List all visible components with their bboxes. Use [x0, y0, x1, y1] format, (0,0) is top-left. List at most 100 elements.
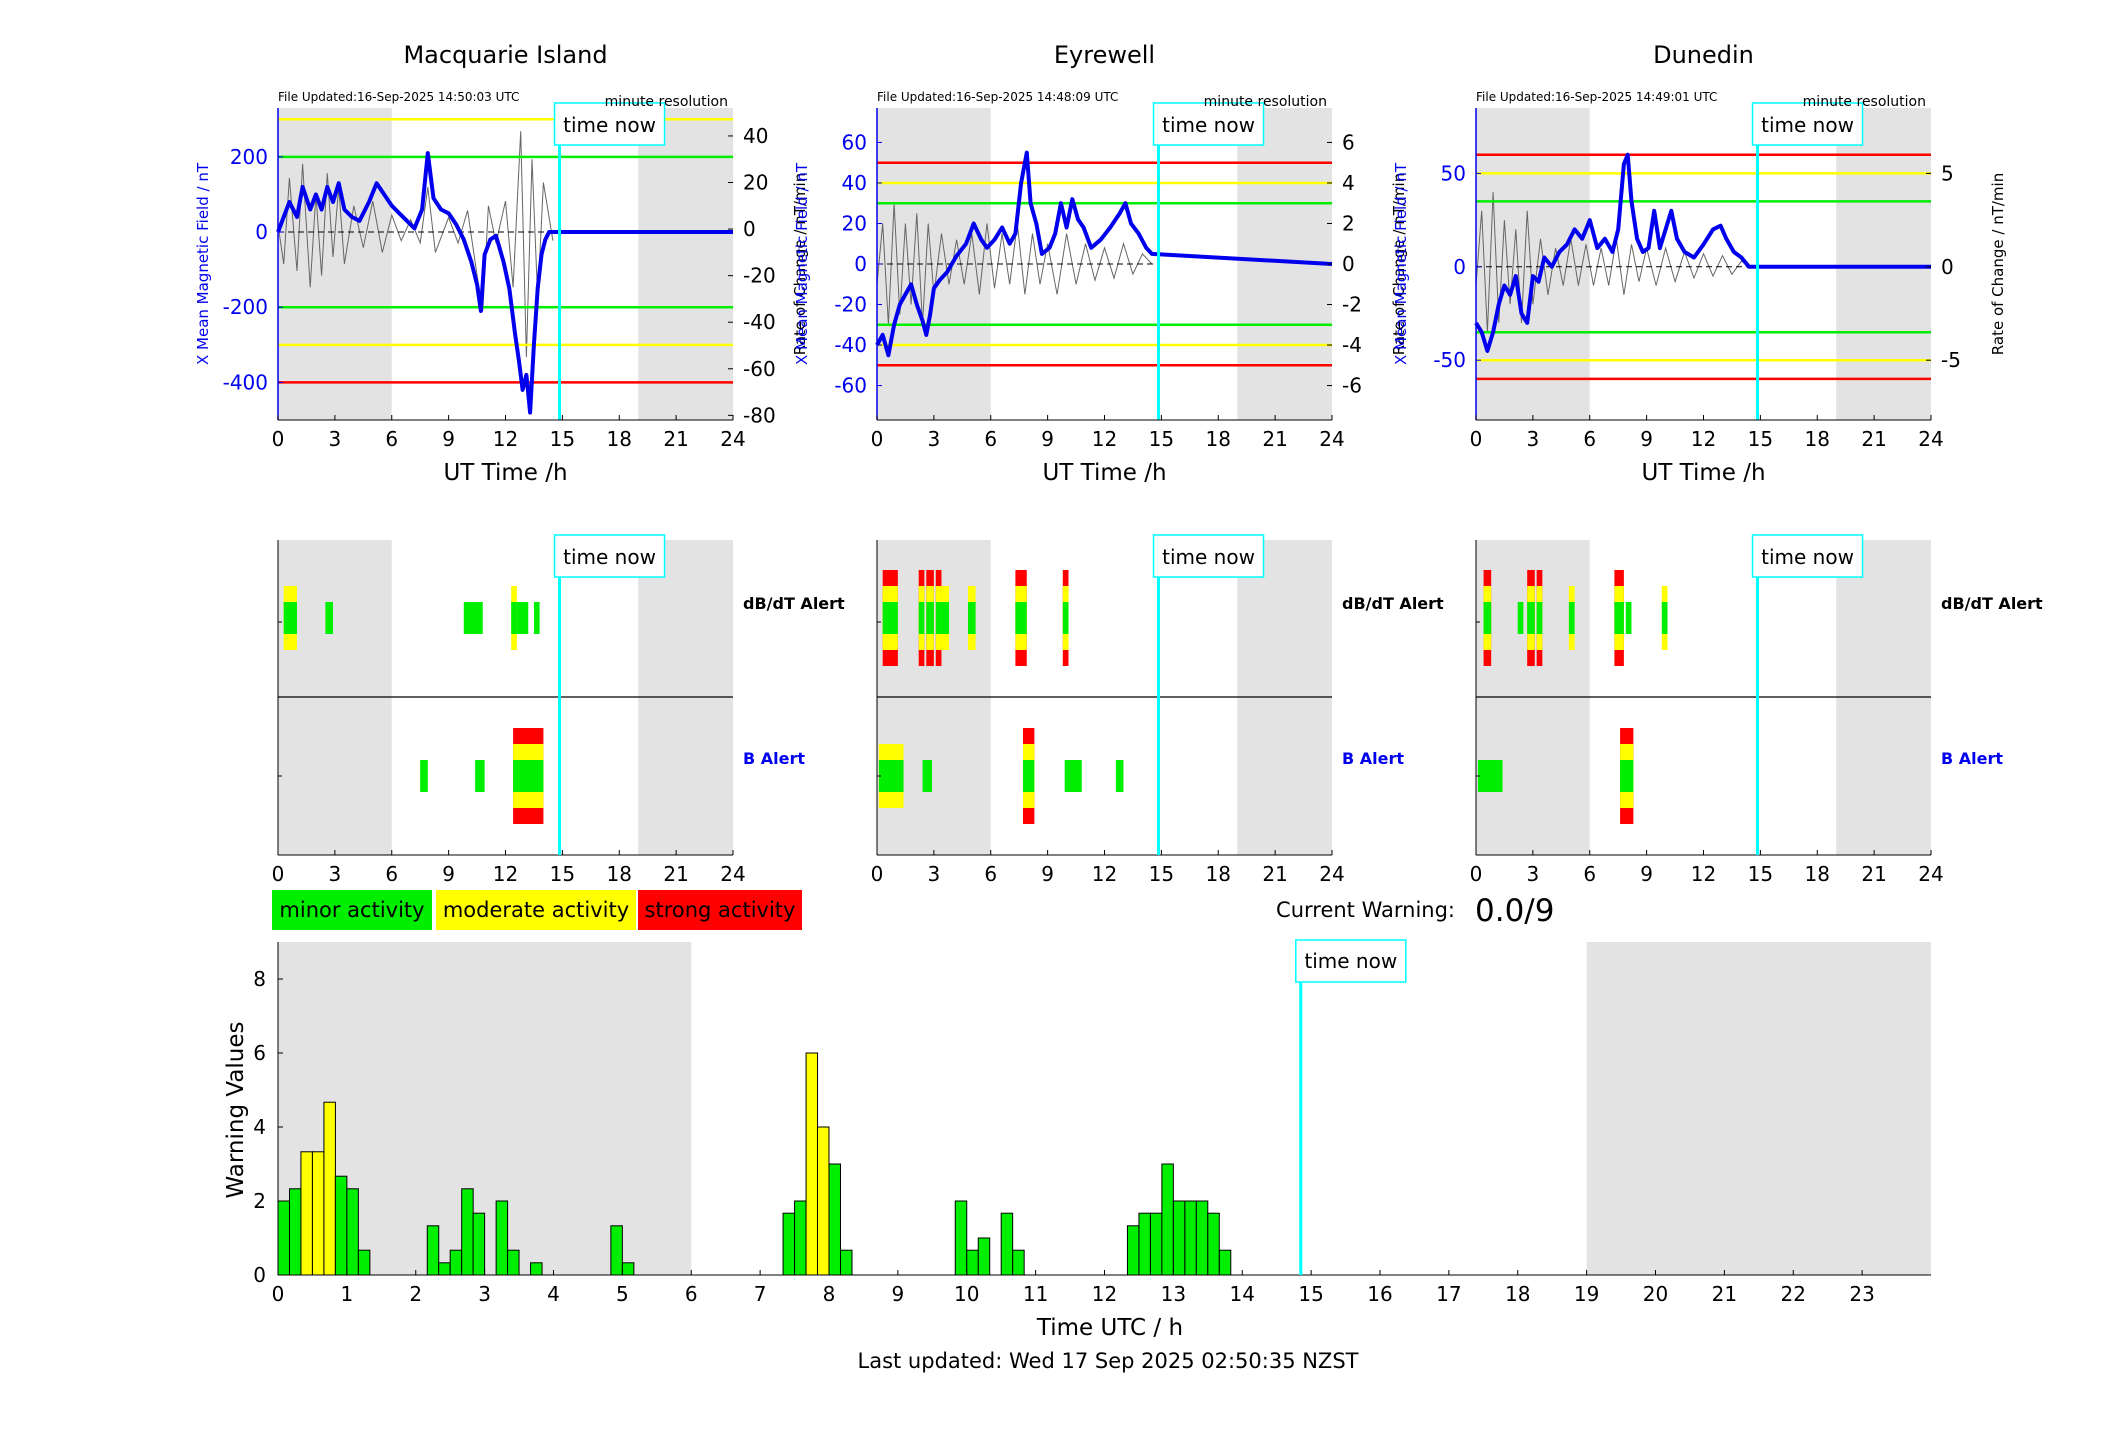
b-alert-label: B Alert — [743, 749, 805, 768]
time-now-label: time now — [1304, 949, 1397, 973]
x-tick-label: 15 — [1748, 862, 1773, 886]
x-tick-label: 13 — [1161, 1282, 1186, 1306]
x-tick-label: 15 — [1149, 862, 1174, 886]
warning-values-chart: 0 1 2 3 4 5 6 7 8 9 10 11 12 13 14 15 16 17 18 19 20 21 22 2302… — [223, 939, 1931, 1341]
dbdt-alert-bar-minor — [935, 602, 942, 634]
legend-moderate-label: moderate activity — [443, 898, 629, 922]
time-now-box — [1751, 534, 1864, 578]
station-title: Macquarie Island — [403, 41, 607, 69]
b-alert-bar-minor — [475, 760, 485, 792]
warning-bar — [977, 1237, 991, 1276]
warning-x-axis-title: Time UTC / h — [1036, 1315, 1183, 1341]
field-series-line — [276, 151, 733, 415]
dbdt-alert-bar-minor — [1614, 602, 1624, 634]
dbdt-alert-bar-minor — [325, 602, 333, 634]
x-axis-title: UT Time /h — [1042, 460, 1166, 486]
x-tick-label: 20 — [1643, 1282, 1668, 1306]
resolution-label: minute resolution — [1204, 94, 1327, 110]
x-tick-label: 0 — [1470, 427, 1483, 451]
x-tick-label: 23 — [1849, 1282, 1874, 1306]
file-updated: File Updated:16-Sep-2025 14:50:03 UTC — [278, 90, 519, 104]
b-alert-bar-minor — [878, 760, 904, 792]
dbdt-alert-bar-minor — [1062, 602, 1069, 634]
x-tick-label: 7 — [754, 1282, 767, 1306]
left-axis-title: X Mean Magnetic Field / nT — [194, 162, 212, 365]
x-tick-label: 24 — [720, 862, 745, 886]
field-plot: time now File Updated:16-Sep-2025 14:49:0… — [1392, 90, 2007, 486]
left-y-tick-label: 60 — [842, 130, 867, 154]
left-axis-title: X Mean Magnetic Field / nT — [1392, 162, 1410, 365]
dbdt-alert-bar-minor — [516, 602, 529, 634]
x-tick-label: 0 — [272, 862, 285, 886]
night-shade — [1586, 942, 1931, 1275]
right-y-tick-label: 2 — [1342, 211, 1355, 235]
x-tick-label: 24 — [1918, 862, 1943, 886]
x-tick-label: 9 — [1640, 427, 1653, 451]
warning-bar — [311, 1151, 325, 1276]
x-tick-label: 21 — [1712, 1282, 1737, 1306]
left-y-tick-label: 0 — [854, 252, 867, 276]
time-now-label: time now — [1162, 545, 1255, 569]
b-alert-bar-minor — [420, 760, 428, 792]
warning-bar — [816, 1126, 830, 1276]
warning-bar — [1000, 1212, 1014, 1276]
y-tick-label: 6 — [253, 1041, 266, 1065]
time-now-label: time now — [1761, 113, 1854, 137]
x-tick-label: 6 — [984, 427, 997, 451]
rate-series-line — [1475, 192, 1752, 333]
warning-bar — [610, 1225, 623, 1276]
dbdt-alert-bar-minor — [1015, 602, 1027, 634]
warning-bar — [1218, 1249, 1232, 1276]
b-alert-bar-minor — [1022, 760, 1035, 792]
activity-legend: minor activity moderate activity strong … — [272, 890, 802, 930]
dbdt-alert-bar-minor — [1517, 602, 1524, 634]
x-tick-label: 18 — [607, 862, 632, 886]
x-axis-title: UT Time /h — [443, 460, 567, 486]
x-tick-label: 9 — [442, 862, 455, 886]
left-y-tick-label: 20 — [842, 211, 867, 235]
right-y-tick-label: -6 — [1342, 374, 1362, 398]
field-plot: time now File Updated:16-Sep-2025 14:50:0… — [194, 90, 809, 486]
field-series-line — [1474, 152, 1931, 353]
b-alert-bar-minor — [1620, 760, 1634, 792]
warning-bar — [472, 1212, 486, 1276]
right-axis-title: Rate of Change / nT/min — [1989, 173, 2007, 355]
x-tick-label: 15 — [550, 862, 575, 886]
dbdt-alert-bar-minor — [1661, 602, 1668, 634]
warning-y-axis-title: Warning Values — [223, 1021, 249, 1198]
warning-bar — [1184, 1200, 1197, 1276]
left-y-tick-label: -40 — [834, 333, 867, 357]
b-alert-bar-minor — [922, 760, 932, 792]
x-tick-label: 0 — [272, 427, 285, 451]
time-now-label: time now — [1162, 113, 1255, 137]
x-tick-label: 3 — [1527, 427, 1540, 451]
x-tick-label: 8 — [823, 1282, 836, 1306]
x-tick-label: 18 — [1805, 862, 1830, 886]
x-tick-label: 15 — [550, 427, 575, 451]
time-now-box — [553, 102, 666, 146]
x-tick-label: 21 — [1262, 427, 1287, 451]
right-y-tick-label: 0 — [1342, 252, 1355, 276]
right-y-tick-label: 0 — [1941, 255, 1954, 279]
warning-bar — [1207, 1212, 1220, 1276]
x-tick-label: 14 — [1230, 1282, 1255, 1306]
x-tick-label: 17 — [1436, 1282, 1461, 1306]
b-alert-bar-minor — [513, 760, 544, 792]
warning-bar — [277, 1200, 290, 1276]
x-tick-label: 18 — [1206, 427, 1231, 451]
x-tick-label: 12 — [1092, 862, 1117, 886]
x-tick-label: 2 — [409, 1282, 422, 1306]
legend-strong-swatch — [638, 890, 802, 930]
time-now-label: time now — [563, 113, 656, 137]
warning-bar — [782, 1212, 796, 1276]
warning-bar — [530, 1262, 543, 1276]
night-shade — [638, 108, 733, 420]
dbdt-alert-bar-minor — [918, 602, 925, 634]
last-updated: Last updated: Wed 17 Sep 2025 02:50:35 N… — [858, 1349, 1359, 1373]
alert-panels: time now dB/dT Alert B Alert 0 3 6 9 12 15 18 21 24 — [272, 534, 845, 886]
x-tick-label: 9 — [1041, 862, 1054, 886]
x-tick-label: 6 — [1583, 427, 1596, 451]
x-tick-label: 0 — [1470, 862, 1483, 886]
b-alert-bar-minor — [1477, 760, 1503, 792]
resolution-label: minute resolution — [605, 94, 728, 110]
